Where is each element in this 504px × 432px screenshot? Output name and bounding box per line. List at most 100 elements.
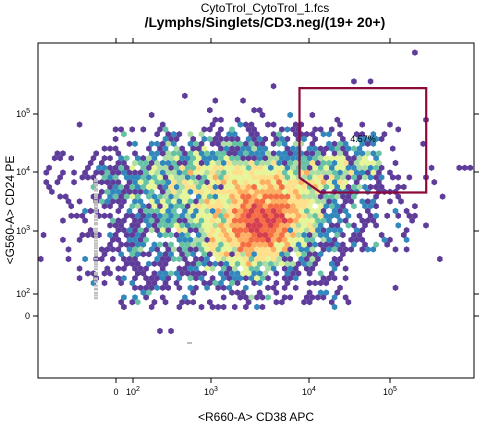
hexbin-cell bbox=[340, 183, 346, 191]
edge-event bbox=[94, 216, 98, 219]
hexbin-cell bbox=[293, 275, 299, 282]
hexbin-cell bbox=[132, 236, 138, 243]
hexbin-cell bbox=[176, 275, 183, 282]
gate-polygon[interactable] bbox=[298, 86, 428, 194]
hexbin-cell bbox=[148, 140, 155, 147]
hexbin-cell bbox=[162, 260, 169, 267]
hexbin-cell bbox=[118, 126, 124, 133]
hexbin-cell bbox=[215, 246, 221, 253]
hexbin-cell bbox=[342, 159, 349, 167]
hexbin-cell bbox=[359, 169, 365, 176]
hexbin-cell bbox=[362, 135, 368, 143]
hexbin-cell bbox=[220, 236, 227, 243]
hexbin-cell bbox=[259, 294, 266, 301]
hexbin-cell bbox=[287, 217, 293, 224]
hexbin-cell bbox=[151, 279, 158, 287]
hexbin-cell bbox=[196, 203, 202, 210]
x-tick-label: 0 bbox=[113, 387, 118, 397]
hexbin-cell bbox=[279, 183, 285, 191]
hexbin-cell bbox=[132, 159, 138, 167]
hexbin-cell bbox=[281, 179, 288, 186]
hexbin-cell bbox=[182, 150, 188, 157]
edge-event bbox=[94, 227, 98, 230]
hexbin-cell bbox=[301, 193, 307, 200]
hexbin-cell bbox=[439, 193, 446, 200]
hexbin-cell bbox=[190, 145, 196, 152]
hexbin-cell bbox=[123, 155, 130, 162]
hexbin-density-layer bbox=[38, 49, 474, 344]
hexbin-cell bbox=[148, 227, 155, 234]
hexbin-cell bbox=[201, 193, 207, 200]
hexbin-cell bbox=[187, 131, 194, 138]
hexbin-cell bbox=[356, 231, 363, 239]
hexbin-cell bbox=[326, 217, 332, 224]
hexbin-cell bbox=[229, 241, 235, 248]
hexbin-cell bbox=[190, 289, 196, 296]
hexbin-cell bbox=[301, 183, 307, 191]
hexbin-cell bbox=[298, 246, 304, 253]
hexbin-cell bbox=[57, 155, 63, 162]
hexbin-cell bbox=[281, 217, 288, 224]
hexbin-cell bbox=[293, 169, 299, 176]
hexbin-cell bbox=[295, 270, 302, 277]
hexbin-cell bbox=[256, 183, 263, 191]
hexbin-cell bbox=[279, 164, 285, 171]
hexbin-cell bbox=[151, 212, 158, 219]
hexbin-cell bbox=[295, 222, 302, 229]
hexbin-cell bbox=[237, 179, 244, 186]
hexbin-cell bbox=[218, 231, 224, 239]
hexbin-cell bbox=[135, 299, 141, 306]
hexbin-cell bbox=[115, 236, 122, 243]
hexbin-cell bbox=[298, 207, 304, 215]
hexbin-cell bbox=[168, 164, 174, 171]
x-tick-label: 102 bbox=[126, 386, 140, 397]
hexbin-cell bbox=[367, 78, 374, 85]
hexbin-cell bbox=[351, 164, 357, 171]
hexbin-cell bbox=[342, 169, 349, 176]
hexbin-cell bbox=[157, 212, 163, 219]
hexbin-cell bbox=[273, 299, 280, 306]
hexbin-cell bbox=[276, 255, 282, 263]
hexbin-cell bbox=[240, 203, 246, 210]
hexbin-cell bbox=[157, 231, 163, 239]
hexbin-cell bbox=[398, 198, 404, 205]
hexbin-cell bbox=[165, 140, 171, 147]
hexbin-cell bbox=[265, 121, 271, 128]
hexbin-cell bbox=[243, 236, 249, 243]
hexbin-cell bbox=[317, 251, 324, 258]
hexbin-cell bbox=[215, 131, 221, 138]
hexbin-cell bbox=[176, 265, 183, 272]
hexbin-cell bbox=[151, 203, 158, 210]
hexbin-cell bbox=[193, 140, 199, 147]
hexbin-cell bbox=[237, 169, 244, 176]
hexbin-cell bbox=[284, 212, 291, 219]
hexbin-cell bbox=[196, 231, 202, 239]
hexbin-cell bbox=[129, 193, 135, 200]
hexbin-cell bbox=[317, 203, 324, 210]
hexbin-cell bbox=[281, 150, 288, 157]
hexbin-cell bbox=[93, 169, 99, 176]
hexbin-cell bbox=[187, 140, 194, 147]
hexbin-cell bbox=[173, 193, 180, 200]
hexbin-cell bbox=[406, 212, 413, 219]
hexbin-cell bbox=[201, 241, 207, 248]
hexbin-cell bbox=[237, 159, 244, 167]
hexbin-cell bbox=[345, 193, 352, 200]
hexbin-cell bbox=[365, 246, 371, 253]
hexbin-cell bbox=[431, 179, 438, 186]
hexbin-cell bbox=[123, 193, 130, 200]
hexbin-cell bbox=[173, 279, 180, 287]
hexbin-cell bbox=[273, 212, 280, 219]
hexbin-cell bbox=[353, 227, 360, 234]
hexbin-cell bbox=[351, 193, 357, 200]
hexbin-cell bbox=[90, 155, 97, 162]
hexbin-cell bbox=[215, 255, 221, 263]
hexbin-cell bbox=[329, 126, 335, 133]
hexbin-cell bbox=[115, 207, 122, 215]
hexbin-cell bbox=[107, 145, 113, 152]
hexbin-cell bbox=[204, 227, 210, 234]
hexbin-cell bbox=[196, 222, 202, 229]
hexbin-cell bbox=[121, 188, 127, 195]
hexbin-cell bbox=[223, 135, 230, 143]
hexbin-cell bbox=[295, 260, 302, 267]
